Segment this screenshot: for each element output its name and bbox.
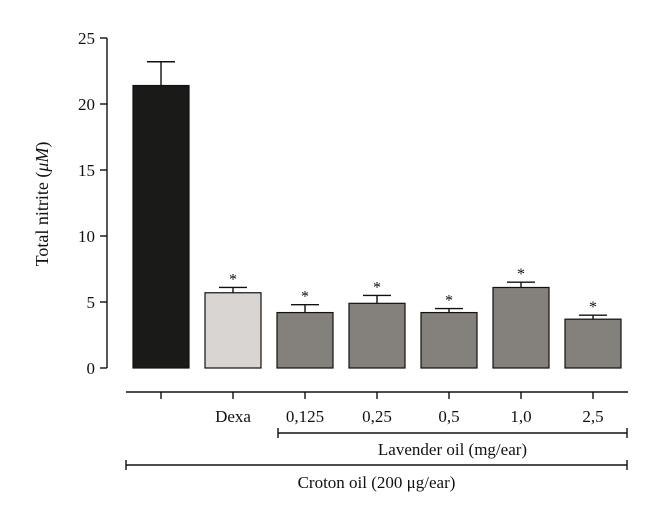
- significance-marker: *: [301, 289, 309, 306]
- bar: [348, 302, 406, 369]
- y-tick-label: 5: [87, 293, 96, 312]
- y-tick-label: 20: [78, 95, 95, 114]
- y-tick-label: 10: [78, 227, 95, 246]
- bars: * * * * * *: [132, 61, 622, 369]
- bar: [132, 84, 190, 369]
- x-tick-label: 0,125: [286, 407, 324, 426]
- x-tick-label: 0,25: [362, 407, 392, 426]
- y-tick-label: 0: [87, 359, 96, 378]
- bar: [204, 292, 262, 369]
- bar: [492, 286, 550, 369]
- x-axis: Dexa 0,125 0,25 0,5 1,0 2,5: [126, 391, 628, 426]
- y-tick-label: 15: [78, 161, 95, 180]
- y-axis: 0 5 10 15 20 25: [78, 29, 108, 378]
- y-axis-label: Total nitrite (μM): [32, 142, 53, 267]
- significance-marker: *: [589, 299, 597, 316]
- significance-marker: *: [517, 266, 525, 283]
- significance-marker: *: [229, 271, 237, 288]
- bar: [420, 311, 478, 369]
- group-brackets: Lavender oil (mg/ear) Croton oil (200 μg/…: [125, 428, 628, 492]
- significance-marker: *: [373, 279, 381, 296]
- bar: [564, 318, 622, 369]
- x-tick-label: 1,0: [510, 407, 531, 426]
- bar: [276, 311, 334, 369]
- y-tick-label: 25: [78, 29, 95, 48]
- x-tick-label: Dexa: [215, 407, 251, 426]
- group-label: Croton oil (200 μg/ear): [298, 473, 456, 492]
- significance-marker: *: [445, 293, 453, 310]
- x-tick-label: 0,5: [438, 407, 459, 426]
- group-label: Lavender oil (mg/ear): [378, 440, 527, 459]
- x-tick-label: 2,5: [582, 407, 603, 426]
